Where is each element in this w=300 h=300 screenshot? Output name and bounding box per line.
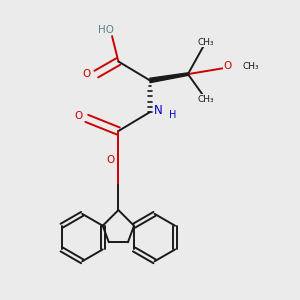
Text: O: O [82, 69, 91, 79]
Text: CH₃: CH₃ [198, 95, 214, 104]
Text: HO: HO [98, 25, 114, 35]
Text: O: O [223, 61, 232, 71]
Text: H: H [169, 110, 176, 120]
Polygon shape [150, 73, 188, 83]
Text: O: O [75, 111, 83, 121]
Text: O: O [106, 155, 115, 165]
Text: CH₃: CH₃ [242, 62, 259, 71]
Text: N: N [154, 104, 162, 117]
Text: CH₃: CH₃ [198, 38, 214, 47]
